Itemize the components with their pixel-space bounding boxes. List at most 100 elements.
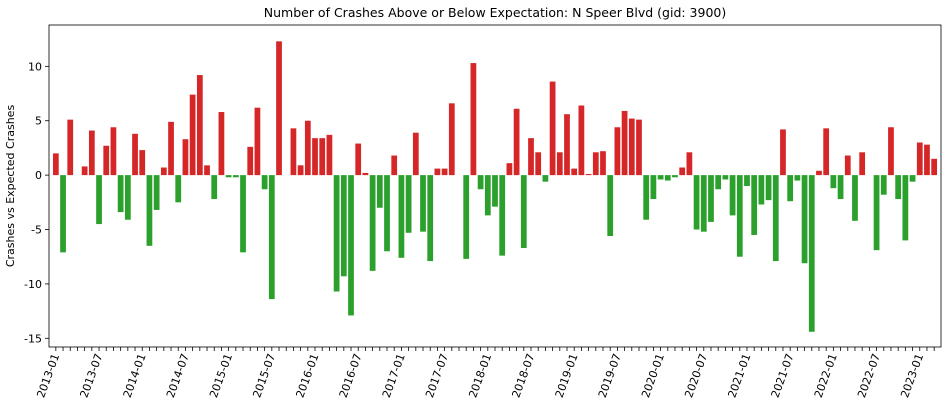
x-tick-label: 2019-01 [553, 352, 581, 400]
y-axis-label: Crashes vs Expected Crashes [4, 105, 17, 268]
bar [420, 175, 426, 232]
bar [801, 175, 808, 264]
x-tick-label: 2017-01 [380, 352, 408, 400]
bar [708, 175, 714, 222]
plot-area: -15 -10 -5 0 5 10 2013-01 2013-07 2014-01 2014-07… [24, 24, 942, 400]
bar [686, 152, 693, 176]
chart-title: Number of Crashes Above or Below Expecta… [264, 5, 727, 20]
bar [888, 127, 894, 176]
bar [362, 172, 369, 176]
bar [484, 175, 491, 216]
bar [168, 121, 174, 176]
bar [312, 138, 318, 176]
bar [542, 175, 549, 182]
bar [196, 75, 203, 176]
x-tick-label: 2014-07 [164, 352, 192, 400]
bar [729, 175, 736, 216]
bar [60, 175, 66, 253]
bar [808, 175, 815, 332]
bar [117, 175, 124, 213]
bar [506, 163, 513, 176]
bar [830, 175, 837, 189]
bar [326, 134, 333, 176]
bar [477, 175, 484, 190]
bar [103, 145, 110, 176]
bar [182, 139, 189, 176]
bar [175, 175, 182, 203]
bar [628, 118, 635, 176]
x-tick-label: 2017-07 [423, 352, 451, 400]
bar [96, 175, 102, 225]
bar [276, 41, 282, 176]
bar [189, 94, 196, 176]
bar [758, 175, 765, 205]
bar [549, 81, 556, 176]
bar [405, 175, 412, 233]
bar [225, 175, 232, 178]
bar [88, 130, 95, 176]
bar [852, 175, 858, 221]
x-tick-label: 2022-07 [855, 352, 883, 400]
x-tick-label: 2013-07 [78, 352, 106, 400]
bar [880, 175, 887, 195]
bar [247, 146, 254, 176]
bar [290, 128, 297, 176]
bar [139, 150, 146, 176]
bar [736, 175, 743, 257]
bar [643, 175, 650, 220]
bar [859, 152, 866, 176]
bar [772, 175, 779, 262]
bar [218, 112, 225, 176]
bar [744, 175, 750, 186]
x-tick-label: 2013-01 [34, 352, 62, 400]
x-tick-label: 2016-01 [294, 352, 322, 400]
x-tick-label: 2015-07 [250, 352, 278, 400]
bar [146, 175, 153, 246]
bar [722, 175, 729, 180]
bar [240, 175, 246, 253]
bar [844, 155, 851, 176]
x-tick-label: 2021-07 [769, 352, 797, 400]
bar [751, 175, 758, 235]
bar [297, 165, 304, 176]
bar [931, 158, 938, 176]
bar [556, 152, 563, 176]
bar [427, 175, 434, 262]
bar [650, 175, 657, 200]
bar [319, 138, 326, 176]
bar [564, 114, 570, 176]
bar [492, 175, 498, 207]
bar [794, 175, 801, 181]
bar [592, 152, 599, 176]
bar [823, 128, 830, 176]
bar [679, 167, 686, 176]
bar [837, 175, 844, 200]
bar [160, 167, 167, 176]
bar [693, 175, 700, 230]
bar [578, 105, 585, 176]
bar [52, 153, 59, 176]
bar [304, 120, 311, 176]
bar [369, 175, 376, 271]
x-tick-label: 2020-01 [639, 352, 667, 400]
bar [261, 175, 268, 190]
bar [585, 174, 592, 176]
bar [391, 155, 398, 176]
bar [715, 175, 722, 190]
bar [664, 175, 671, 181]
y-tick-label: 10 [28, 60, 42, 73]
y-tick-label: 0 [35, 169, 42, 182]
bar [621, 110, 628, 176]
x-tick-label: 2015-01 [207, 352, 235, 400]
bar [700, 175, 707, 232]
bar [657, 175, 664, 180]
bar [607, 175, 614, 237]
bar [132, 133, 138, 176]
x-tick-label: 2020-07 [682, 352, 710, 400]
bar [340, 175, 347, 277]
bar [902, 175, 909, 241]
bar [816, 170, 822, 176]
bar [204, 165, 210, 176]
